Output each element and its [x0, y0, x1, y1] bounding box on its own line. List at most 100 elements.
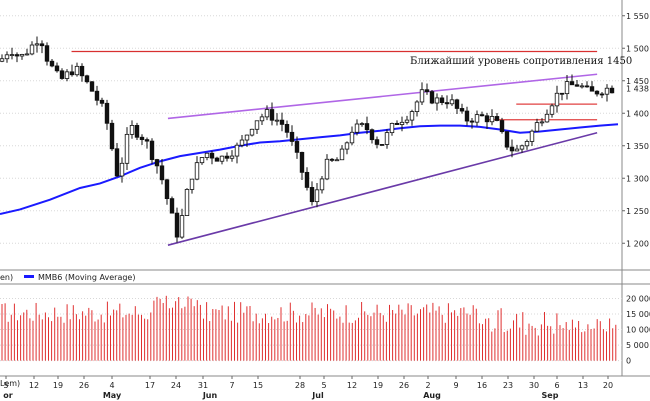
- candle-body: [49, 60, 55, 67]
- volume-tick-label: 0: [626, 357, 631, 366]
- legend-prefix: en): [0, 273, 13, 282]
- date-tick-label: 5: [321, 381, 326, 390]
- trend-line-lower: [167, 131, 598, 246]
- candle-body: [119, 162, 125, 177]
- date-tick-label: 30: [529, 381, 539, 390]
- candle-body: [84, 75, 90, 83]
- candle-body: [9, 54, 15, 56]
- date-tick-label: 26: [79, 381, 89, 390]
- candle-body: [24, 53, 30, 56]
- candle-body: [189, 178, 195, 190]
- chart-grid: [0, 0, 650, 377]
- candle-body: [474, 114, 480, 123]
- candle-body: [409, 111, 415, 121]
- date-tick-label: 17: [145, 381, 155, 390]
- candle-body: [19, 54, 25, 57]
- candle-body: [369, 129, 375, 141]
- candle-body: [574, 84, 580, 87]
- date-tick-label: 9: [453, 381, 458, 390]
- price-tick-label: 1 300: [626, 174, 649, 183]
- candle-body: [219, 155, 225, 162]
- candle-body: [604, 87, 610, 95]
- candle-body: [534, 122, 540, 132]
- candle-body: [599, 93, 605, 96]
- candle-body: [54, 65, 60, 72]
- date-tick-label: 19: [373, 381, 383, 390]
- candle-body: [179, 215, 185, 238]
- candle-body: [244, 134, 250, 141]
- candle-body: [64, 71, 70, 79]
- candle-body: [424, 89, 430, 93]
- candle-body: [329, 158, 335, 161]
- candle-body: [39, 43, 45, 47]
- candle-body: [399, 121, 405, 125]
- candle-body: [124, 133, 130, 164]
- candle-body: [114, 148, 120, 177]
- month-label: Jun: [202, 391, 218, 400]
- volume-tick-label: 20 000: [626, 294, 650, 303]
- candle-body: [464, 110, 470, 122]
- candle-body: [609, 87, 615, 94]
- date-tick-label: 12: [29, 381, 39, 390]
- moving-average-line: [0, 123, 619, 215]
- legend: en) MMB6 (Moving Average) Lem): [0, 273, 135, 388]
- candle-body: [404, 119, 410, 123]
- candle-body: [104, 102, 110, 124]
- candle-body: [0, 58, 5, 62]
- candle-body: [529, 130, 535, 142]
- candle-body: [284, 123, 290, 133]
- candle-body: [79, 65, 85, 77]
- candle-body: [559, 92, 565, 95]
- candle-body: [584, 85, 590, 88]
- candle-body: [264, 109, 270, 118]
- candle-body: [494, 116, 500, 121]
- candle-body: [469, 120, 475, 123]
- candle-body: [204, 152, 210, 158]
- date-tick-label: 20: [603, 381, 613, 390]
- candle-body: [364, 123, 370, 131]
- month-label: Jul: [311, 391, 324, 400]
- candle-body: [594, 90, 600, 95]
- candle-body: [479, 114, 485, 117]
- candle-body: [374, 139, 380, 145]
- candle-body: [164, 179, 170, 200]
- candle-body: [554, 92, 560, 107]
- date-tick-label: 19: [53, 381, 63, 390]
- date-tick-label: 13: [578, 381, 588, 390]
- candle-body: [4, 54, 10, 60]
- candle-body: [394, 122, 400, 125]
- candle-body: [229, 155, 235, 159]
- volume-tick-label: 5 000: [626, 341, 649, 350]
- volume-tick-label: 15 000: [626, 310, 650, 319]
- candle-body: [184, 189, 190, 216]
- volume-tick-label: 10 000: [626, 326, 650, 335]
- candle-body: [519, 145, 525, 150]
- price-tick-label: 1 550: [626, 12, 649, 21]
- candle-body: [304, 171, 310, 188]
- candle-body: [274, 119, 280, 122]
- candle-body: [234, 144, 240, 157]
- candle-body: [214, 157, 220, 162]
- candle-body: [254, 120, 260, 130]
- date-tick-label: 15: [253, 381, 263, 390]
- candle-body: [199, 157, 205, 164]
- candle-body: [549, 105, 555, 115]
- candle-body: [309, 187, 315, 203]
- candle-body: [579, 85, 585, 88]
- candle-body: [249, 128, 255, 136]
- price-tick-label: 1 350: [626, 142, 649, 151]
- candle-body: [429, 91, 435, 104]
- candle-body: [169, 198, 175, 214]
- candle-body: [154, 159, 160, 167]
- candle-body: [239, 139, 245, 146]
- date-tick-label: 31: [198, 381, 208, 390]
- candle-body: [524, 141, 530, 147]
- date-tick-label: 26: [399, 381, 409, 390]
- date-tick-label: 12: [347, 381, 357, 390]
- legend-ma-label: MMB6 (Moving Average): [38, 273, 135, 282]
- candle-body: [109, 122, 115, 150]
- candle-body: [569, 81, 575, 86]
- candle-body: [279, 119, 285, 125]
- candle-body: [514, 148, 520, 152]
- price-tick-label: 1 450: [626, 77, 649, 86]
